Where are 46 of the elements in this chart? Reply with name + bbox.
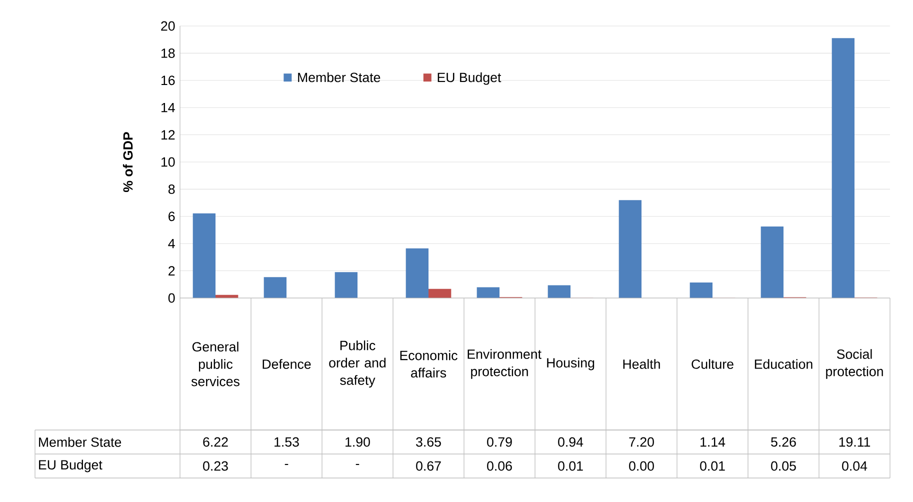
data-label: 0.67 [416, 461, 441, 471]
data-label: 19.11 [839, 437, 870, 447]
x-tick-label: General public services [191, 342, 240, 386]
text: - [356, 464, 360, 465]
data-label: 7.20 [629, 437, 654, 447]
x-tick-label: Education [754, 359, 812, 369]
data-label: 0.04 [842, 461, 868, 471]
legend-label: EU Budget [438, 72, 502, 85]
data-label: 1.90 [346, 437, 370, 447]
y-tick-label: 6 [168, 212, 175, 222]
data-label: 0.23 [203, 461, 228, 471]
y-tick-label: 18 [161, 48, 175, 58]
x-tick-label: Economic affairs [400, 350, 458, 378]
x-tick-label: Health [623, 359, 660, 369]
data-label: 0.79 [487, 437, 512, 447]
data-label: 0.06 [487, 461, 512, 471]
data-label: 0.05 [771, 461, 796, 471]
text: EU Budget [39, 460, 102, 472]
y-tick-label: 20 [161, 21, 175, 31]
y-tick-label: 14 [161, 102, 175, 112]
y-tick-label: 0 [168, 293, 175, 303]
x-tick-label: Environment protection [468, 349, 542, 379]
y-tick-label: 8 [168, 184, 175, 194]
y-tick-label: 16 [161, 76, 175, 86]
data-label: 0.94 [558, 437, 584, 447]
x-tick-label: Public order and safety [329, 340, 386, 388]
y-tick-label: 12 [161, 130, 175, 140]
data-label: 5.26 [771, 437, 796, 447]
data-label: 6.22 [203, 437, 228, 447]
x-tick-label: Social protection [826, 349, 883, 379]
data-label: 0.00 [629, 461, 654, 471]
x-tick-label: Culture [692, 359, 734, 369]
y-tick-label: 4 [168, 238, 175, 248]
data-label: 3.65 [416, 437, 441, 447]
legend-label: Member State [298, 72, 380, 82]
y-tick-label: 10 [161, 157, 175, 167]
y-tick-label: 2 [168, 266, 175, 276]
text: Member State [39, 437, 122, 447]
data-label: 1.14 [700, 437, 726, 447]
x-tick-label: Defence [262, 359, 311, 369]
x-tick-label: Housing [547, 358, 594, 370]
text: - [284, 464, 288, 465]
data-label: 0.01 [700, 461, 725, 471]
y-axis-title: % of GDP [122, 132, 133, 192]
data-label: 0.01 [558, 461, 583, 471]
data-label: 1.53 [274, 437, 299, 447]
